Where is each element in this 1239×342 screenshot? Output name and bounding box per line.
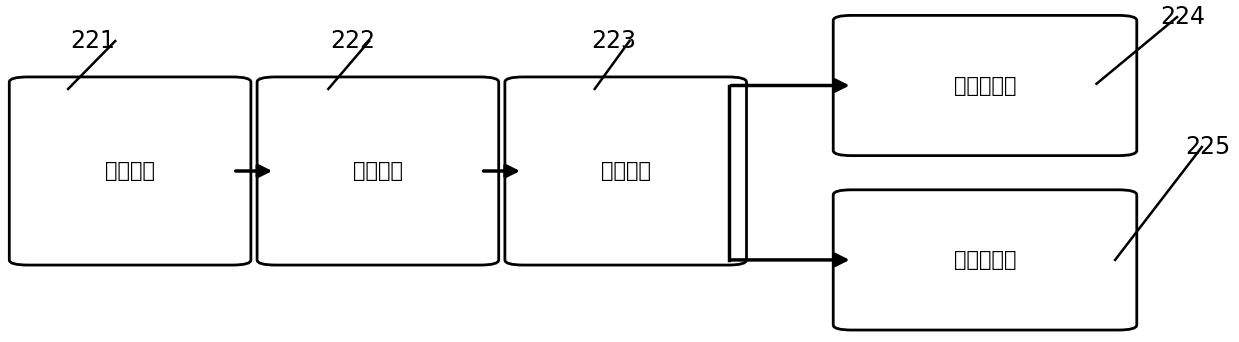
FancyBboxPatch shape bbox=[833, 190, 1137, 330]
FancyBboxPatch shape bbox=[9, 77, 250, 265]
Text: 224: 224 bbox=[1161, 5, 1206, 29]
FancyBboxPatch shape bbox=[256, 77, 498, 265]
FancyBboxPatch shape bbox=[833, 15, 1137, 156]
Text: 225: 225 bbox=[1186, 135, 1230, 159]
Text: 主存储器: 主存储器 bbox=[353, 161, 403, 181]
Text: 拆分单元: 拆分单元 bbox=[601, 161, 650, 181]
Text: 222: 222 bbox=[331, 29, 375, 53]
Text: 221: 221 bbox=[71, 29, 115, 53]
Text: 第二存储器: 第二存储器 bbox=[954, 250, 1016, 270]
Text: 第一存储器: 第一存储器 bbox=[954, 76, 1016, 95]
Text: 采样单元: 采样单元 bbox=[105, 161, 155, 181]
Text: 223: 223 bbox=[591, 29, 636, 53]
FancyBboxPatch shape bbox=[506, 77, 746, 265]
